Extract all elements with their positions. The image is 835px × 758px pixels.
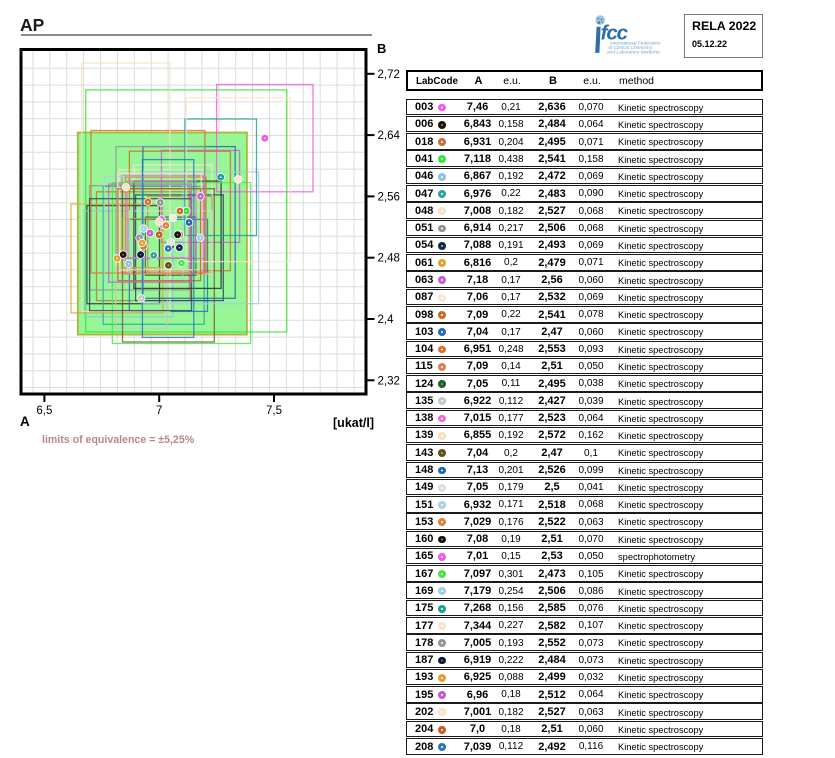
svg-text:International Federation: International Federation <box>610 40 661 46</box>
svg-text:[ukat/l]: [ukat/l] <box>333 416 374 430</box>
svg-text:7: 7 <box>156 405 162 417</box>
svg-text:A: A <box>20 414 30 429</box>
svg-text:of Clinical Chemistry: of Clinical Chemistry <box>609 45 653 51</box>
svg-text:2,32: 2,32 <box>378 375 400 387</box>
svg-text:B: B <box>377 41 386 56</box>
svg-text:2,64: 2,64 <box>378 130 401 142</box>
svg-text:6,5: 6,5 <box>36 405 52 417</box>
svg-text:and Laboratory Medicine: and Laboratory Medicine <box>607 50 660 56</box>
svg-text:2,56: 2,56 <box>378 191 400 203</box>
svg-text:2,48: 2,48 <box>378 253 400 265</box>
svg-text:limits of equivalence = ±5,25%: limits of equivalence = ±5,25% <box>42 434 195 446</box>
svg-text:2,72: 2,72 <box>378 69 400 81</box>
svg-text:fcc: fcc <box>601 21 629 44</box>
svg-text:2,4: 2,4 <box>378 314 395 326</box>
svg-text:7,5: 7,5 <box>266 405 282 417</box>
